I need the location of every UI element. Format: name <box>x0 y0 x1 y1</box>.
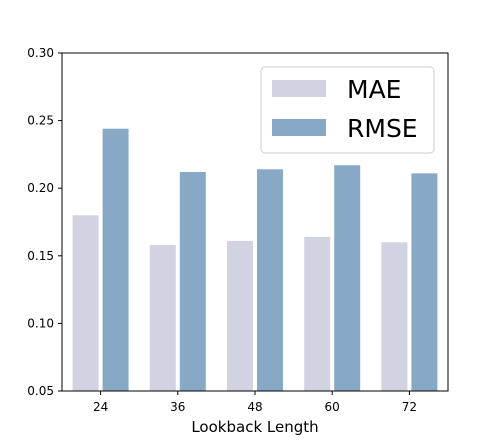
x-tick-label-48: 48 <box>247 400 262 414</box>
y-axis: 0.05 0.10 0.15 0.20 0.25 0.30 <box>27 46 62 398</box>
legend-swatch-mae <box>272 80 326 97</box>
y-tick-label-0.15: 0.15 <box>27 249 54 263</box>
legend-swatch-rmse <box>272 119 326 136</box>
y-tick-label-0.10: 0.10 <box>27 316 54 330</box>
bar-mae-24 <box>72 215 99 391</box>
legend: MAE RMSE <box>260 66 435 154</box>
bar-rmse-24 <box>102 128 129 391</box>
bar-rmse-60 <box>334 165 361 391</box>
bar-mae-72 <box>381 242 408 391</box>
bar-rmse-48 <box>257 169 283 391</box>
y-tick-label-0.20: 0.20 <box>27 181 54 195</box>
x-tick-label-36: 36 <box>170 400 185 414</box>
x-tick-label-24: 24 <box>93 400 108 414</box>
x-axis: 24 36 48 60 72 <box>93 391 417 414</box>
bar-rmse-36 <box>179 171 206 391</box>
x-tick-label-72: 72 <box>402 400 417 414</box>
legend-label-rmse: RMSE <box>347 114 418 143</box>
bar-rmse-72 <box>411 173 438 391</box>
y-tick-label-0.30: 0.30 <box>27 46 54 60</box>
y-tick-label-0.05: 0.05 <box>27 384 54 398</box>
bar-mae-36 <box>149 244 176 391</box>
bar-mae-48 <box>227 240 253 391</box>
bar-mae-60 <box>304 236 331 391</box>
x-tick-label-60: 60 <box>325 400 340 414</box>
bars-group <box>72 128 438 391</box>
legend-label-mae: MAE <box>347 75 401 104</box>
x-axis-label: Lookback Length <box>191 418 318 436</box>
y-tick-label-0.25: 0.25 <box>27 114 54 128</box>
